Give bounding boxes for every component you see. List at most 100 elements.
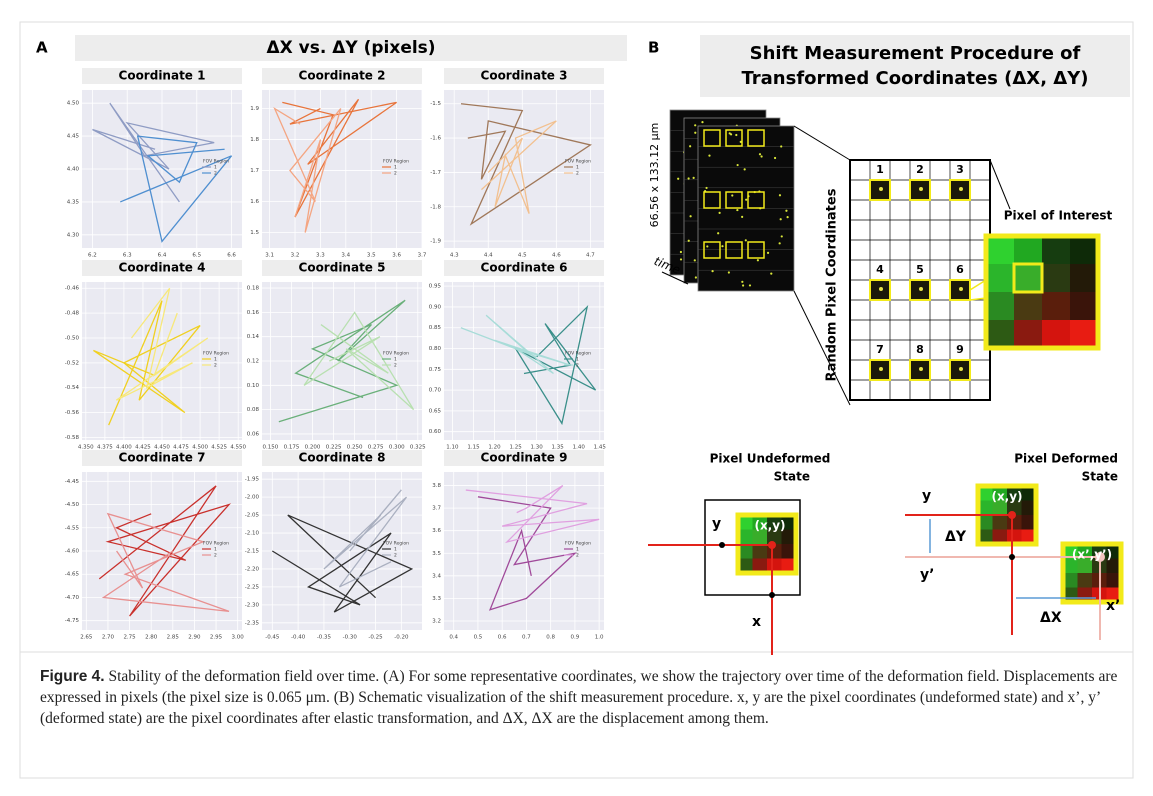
legend-label: 1 <box>214 357 217 363</box>
y-tick-label: -0.46 <box>65 286 80 292</box>
image-dot <box>737 164 739 166</box>
x-tick-label: 4.550 <box>230 445 246 451</box>
zoom-cell <box>986 320 1014 348</box>
roi-dot <box>879 287 883 291</box>
y-tick-label: -2.25 <box>245 584 260 590</box>
caption-label: Figure 4. <box>40 668 105 685</box>
y-tick-label: -4.65 <box>65 572 80 578</box>
image-dot <box>731 194 733 196</box>
legend-label: 1 <box>394 547 397 553</box>
legend-title: FOV Region <box>383 541 409 547</box>
image-dot <box>760 155 762 157</box>
roi-number: 4 <box>876 263 884 276</box>
x-tick-label: 2.90 <box>188 635 201 641</box>
axis-letter: y <box>712 516 721 532</box>
image-dot <box>781 235 783 237</box>
x-tick-label: 2.70 <box>102 635 115 641</box>
zoom-cell <box>1042 264 1070 292</box>
roi-dot <box>919 367 923 371</box>
y-tick-label: 3.3 <box>432 596 441 602</box>
zoom-cell <box>986 264 1014 292</box>
x-tick-label: 3.1 <box>265 253 274 259</box>
image-stack <box>670 110 850 405</box>
y-tick-label: 3.7 <box>432 506 441 512</box>
point <box>719 542 725 548</box>
subplot-title: Coordinate 7 <box>119 451 206 465</box>
y-tick-label: 0.12 <box>247 359 259 365</box>
delta-label: ΔY <box>945 529 967 545</box>
image-dot <box>730 133 732 135</box>
image-dot <box>694 259 696 261</box>
y-tick-label: -0.52 <box>65 360 79 366</box>
x-tick-label: 4.3 <box>450 253 459 259</box>
y-tick-label: -1.9 <box>430 239 441 245</box>
image-dot <box>779 242 781 244</box>
zoom-cell <box>1070 236 1098 264</box>
y-tick-label: -1.8 <box>430 204 441 210</box>
y-tick-label: -0.54 <box>65 385 80 391</box>
x-tick-label: 2.65 <box>80 635 93 641</box>
zoom-cell <box>1070 264 1098 292</box>
zoom-title: Pixel of Interest <box>1004 209 1113 223</box>
point-label: (x,y) <box>991 490 1022 504</box>
zoom-cell <box>1014 320 1042 348</box>
roi-dot <box>959 367 963 371</box>
roi-dot <box>919 287 923 291</box>
caption: Figure 4. Stability of the deformation f… <box>40 666 1120 729</box>
y-tick-label: 3.4 <box>432 573 441 579</box>
image-dot <box>695 276 697 278</box>
image-dot <box>779 194 781 196</box>
legend-label: 2 <box>214 171 217 177</box>
roi-number: 8 <box>916 343 924 356</box>
legend-title: FOV Region <box>203 541 229 547</box>
y-tick-label: 3.5 <box>432 551 441 557</box>
image-dot <box>770 273 772 275</box>
image-dot <box>741 281 743 283</box>
x-tick-label: -0.35 <box>317 635 332 641</box>
image-dot <box>774 157 776 159</box>
zoom-cell <box>986 292 1014 320</box>
legend-title: FOV Region <box>203 351 229 357</box>
caption-text: Stability of the deformation field over … <box>40 668 1117 727</box>
x-tick-label: -0.45 <box>265 635 280 641</box>
x-tick-label: -0.20 <box>394 635 409 641</box>
image-dot <box>785 210 787 212</box>
x-tick-label: 0.4 <box>449 635 458 641</box>
y-tick-label: -1.6 <box>430 136 441 142</box>
subplot: Coordinate 50.1500.1750.2000.2250.2500.2… <box>247 260 426 451</box>
x-tick-label: 3.4 <box>341 253 350 259</box>
legend-label: 2 <box>214 553 217 559</box>
x-tick-label: 4.375 <box>97 445 113 451</box>
y-tick-label: 4.40 <box>67 167 80 173</box>
subplot-title: Coordinate 9 <box>481 451 568 465</box>
y-tick-label: 0.85 <box>429 325 442 331</box>
y-tick-label: -2.20 <box>245 566 260 572</box>
x-tick-label: 6.3 <box>123 253 132 259</box>
x-tick-label: 0.9 <box>571 635 580 641</box>
legend-title: FOV Region <box>565 351 591 357</box>
x-tick-label: 4.6 <box>552 253 561 259</box>
y-tick-label: 4.35 <box>67 199 80 205</box>
y-tick-label: 0.90 <box>429 304 442 310</box>
zoom-cell <box>986 236 1014 264</box>
connector <box>990 160 1010 209</box>
image-dot <box>688 177 690 179</box>
x-tick-label: 2.85 <box>167 635 180 641</box>
point <box>1008 511 1016 519</box>
x-tick-label: 4.350 <box>78 445 94 451</box>
image-dot <box>701 121 703 123</box>
legend-label: 2 <box>394 171 397 177</box>
legend-title: FOV Region <box>565 541 591 547</box>
panel-label: B <box>648 39 659 57</box>
legend-label: 1 <box>576 165 579 171</box>
subplot-title: Coordinate 2 <box>299 69 386 83</box>
zoom-cell <box>1014 264 1042 292</box>
y-tick-label: 3.8 <box>432 483 441 489</box>
subplot: Coordinate 8-0.45-0.40-0.35-0.30-0.25-0.… <box>245 450 422 641</box>
image-dot <box>706 245 708 247</box>
legend-label: 1 <box>394 357 397 363</box>
x-tick-label: 6.4 <box>158 253 167 259</box>
subplot: Coordinate 23.13.23.33.43.53.63.71.51.61… <box>250 68 427 259</box>
